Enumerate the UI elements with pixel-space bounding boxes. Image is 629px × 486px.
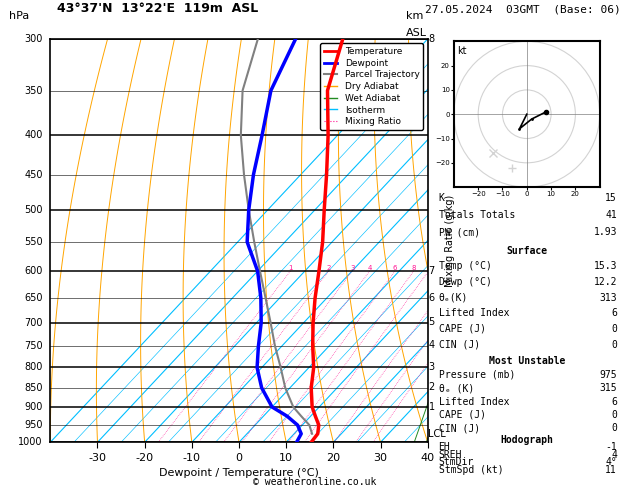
Text: 1.93: 1.93 (593, 227, 617, 237)
Text: StmDir: StmDir (438, 457, 474, 468)
Text: 950: 950 (25, 420, 43, 430)
Text: 315: 315 (599, 383, 617, 393)
Text: Surface: Surface (506, 246, 547, 256)
Text: CIN (J): CIN (J) (438, 423, 480, 434)
Text: Temp (°C): Temp (°C) (438, 261, 491, 272)
Text: StmSpd (kt): StmSpd (kt) (438, 465, 503, 475)
Text: 450: 450 (25, 170, 43, 180)
Text: 300: 300 (25, 34, 43, 44)
Text: 2: 2 (428, 382, 435, 392)
Text: -1: -1 (605, 442, 617, 452)
Text: 12.2: 12.2 (593, 277, 617, 287)
Text: © weatheronline.co.uk: © weatheronline.co.uk (253, 477, 376, 486)
Text: 15.3: 15.3 (593, 261, 617, 272)
Text: K: K (438, 193, 445, 203)
Text: 850: 850 (25, 383, 43, 393)
Text: PW (cm): PW (cm) (438, 227, 480, 237)
Text: 500: 500 (25, 205, 43, 215)
Text: 650: 650 (25, 293, 43, 303)
Text: 6: 6 (611, 397, 617, 407)
Text: Lifted Index: Lifted Index (438, 308, 509, 318)
Text: 700: 700 (25, 318, 43, 328)
Text: 1: 1 (428, 402, 435, 412)
Text: 550: 550 (24, 237, 43, 247)
Text: 0: 0 (611, 410, 617, 420)
Text: 4: 4 (611, 450, 617, 460)
Text: CAPE (J): CAPE (J) (438, 410, 486, 420)
Text: 0: 0 (611, 423, 617, 434)
Text: 43°37'N  13°22'E  119m  ASL: 43°37'N 13°22'E 119m ASL (57, 2, 258, 15)
Text: 0: 0 (611, 340, 617, 349)
Text: LCL: LCL (428, 430, 446, 439)
Text: Lifted Index: Lifted Index (438, 397, 509, 407)
Text: Totals Totals: Totals Totals (438, 210, 515, 220)
Text: 900: 900 (25, 402, 43, 412)
Text: 8: 8 (428, 34, 435, 44)
Text: Mixing Ratio (g/kg): Mixing Ratio (g/kg) (445, 194, 455, 287)
Text: EH: EH (438, 442, 450, 452)
X-axis label: Dewpoint / Temperature (°C): Dewpoint / Temperature (°C) (159, 468, 319, 478)
Text: 350: 350 (25, 86, 43, 96)
Text: 7: 7 (428, 266, 435, 276)
Text: 800: 800 (25, 363, 43, 372)
Text: CAPE (J): CAPE (J) (438, 324, 486, 334)
Text: km: km (406, 12, 423, 21)
Text: 1: 1 (288, 265, 292, 271)
Text: θₑ(K): θₑ(K) (438, 293, 468, 303)
Text: SREH: SREH (438, 450, 462, 460)
Text: 3: 3 (350, 265, 355, 271)
Text: 41: 41 (605, 210, 617, 220)
Text: 3: 3 (428, 362, 435, 372)
Text: 27.05.2024  03GMT  (Base: 06): 27.05.2024 03GMT (Base: 06) (425, 4, 620, 14)
Text: 4°: 4° (605, 457, 617, 468)
Text: 0: 0 (611, 324, 617, 334)
Text: 600: 600 (25, 266, 43, 276)
Text: Dewp (°C): Dewp (°C) (438, 277, 491, 287)
Text: 313: 313 (599, 293, 617, 303)
Text: 6: 6 (611, 308, 617, 318)
Text: 5: 5 (428, 317, 435, 327)
Text: 6: 6 (392, 265, 398, 271)
Text: hPa: hPa (9, 12, 30, 21)
Text: Hodograph: Hodograph (500, 435, 554, 445)
Text: Most Unstable: Most Unstable (489, 356, 565, 366)
Text: θₑ (K): θₑ (K) (438, 383, 474, 393)
Text: 975: 975 (599, 370, 617, 380)
Text: 8: 8 (411, 265, 416, 271)
Text: CIN (J): CIN (J) (438, 340, 480, 349)
Text: 15: 15 (605, 193, 617, 203)
Text: kt: kt (457, 46, 466, 56)
Legend: Temperature, Dewpoint, Parcel Trajectory, Dry Adiabat, Wet Adiabat, Isotherm, Mi: Temperature, Dewpoint, Parcel Trajectory… (320, 43, 423, 130)
Text: ASL: ASL (406, 29, 426, 38)
Text: 4: 4 (428, 340, 435, 350)
Text: Pressure (mb): Pressure (mb) (438, 370, 515, 380)
Text: 2: 2 (326, 265, 331, 271)
Text: 6: 6 (428, 293, 435, 303)
Text: 1000: 1000 (18, 437, 43, 447)
Text: 11: 11 (605, 465, 617, 475)
Text: 750: 750 (24, 341, 43, 351)
Text: 400: 400 (25, 130, 43, 140)
Text: 4: 4 (367, 265, 372, 271)
